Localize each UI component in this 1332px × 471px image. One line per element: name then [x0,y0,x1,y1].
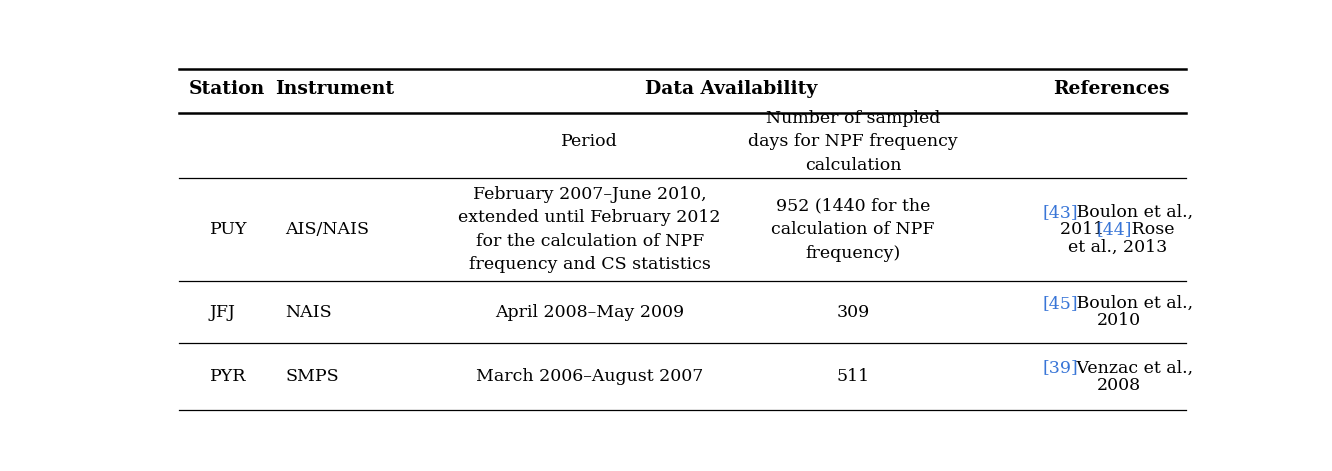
Text: 2011: 2011 [1060,221,1110,238]
Text: Number of sampled
days for NPF frequency
calculation: Number of sampled days for NPF frequency… [749,110,958,174]
Text: PUY: PUY [210,221,248,238]
Text: April 2008–May 2009: April 2008–May 2009 [496,304,685,321]
Text: PYR: PYR [210,368,246,385]
Text: SMPS: SMPS [285,368,338,385]
Text: NAIS: NAIS [285,304,332,321]
Text: 2010: 2010 [1096,312,1140,329]
Text: Period: Period [561,133,618,150]
Text: Station: Station [189,80,265,98]
Text: 2008: 2008 [1096,377,1140,394]
Text: [45]: [45] [1043,295,1078,312]
Text: [43]: [43] [1043,204,1078,221]
Text: Boulon et al.,: Boulon et al., [1071,204,1193,221]
Text: Boulon et al.,: Boulon et al., [1071,295,1193,312]
Text: JFJ: JFJ [210,304,236,321]
Text: Data Availability: Data Availability [646,80,818,98]
Text: March 2006–August 2007: March 2006–August 2007 [476,368,703,385]
Text: AIS/NAIS: AIS/NAIS [285,221,369,238]
Text: 952 (1440 for the
calculation of NPF
frequency): 952 (1440 for the calculation of NPF fre… [771,198,935,262]
Text: 309: 309 [836,304,870,321]
Text: et al., 2013: et al., 2013 [1068,239,1167,256]
Text: [39]: [39] [1043,359,1078,376]
Text: February 2007–June 2010,
extended until February 2012
for the calculation of NPF: February 2007–June 2010, extended until … [458,186,721,274]
Text: References: References [1052,80,1169,98]
Text: 511: 511 [836,368,870,385]
Text: Venzac et al.,: Venzac et al., [1071,359,1193,376]
Text: Instrument: Instrument [274,80,394,98]
Text: [44]: [44] [1096,221,1132,238]
Text: Rose: Rose [1126,221,1173,238]
